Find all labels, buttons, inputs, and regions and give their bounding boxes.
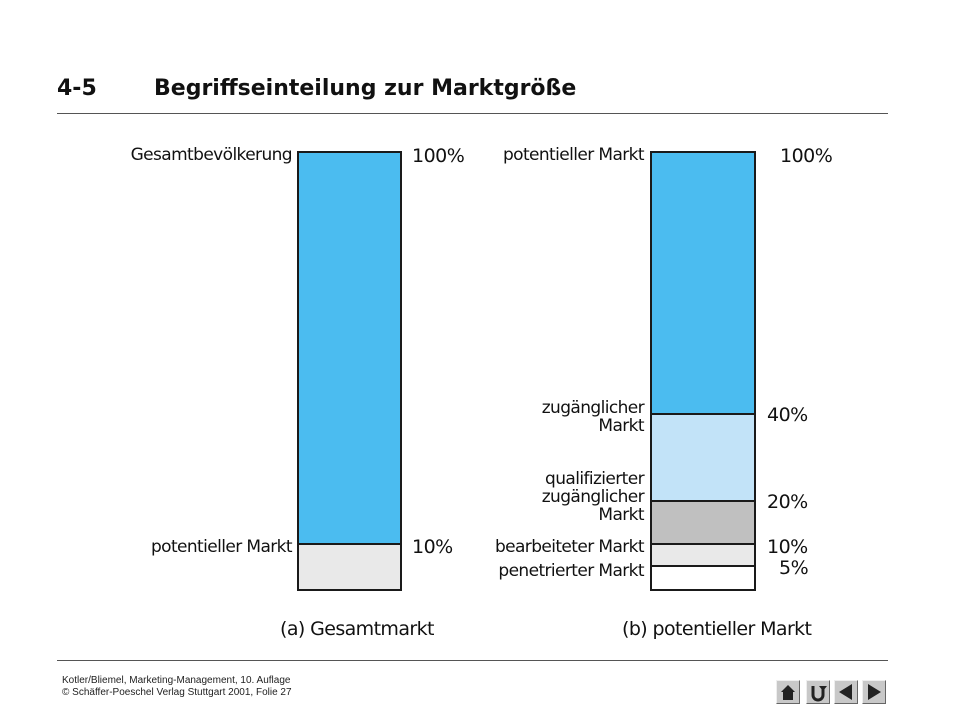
penetrated-percent: 5% [779, 557, 809, 579]
footer-line-1: Kotler/Bliemel, Marketing-Management, 10… [62, 675, 291, 686]
total-population-segment [299, 153, 400, 589]
accessible-percent: 40% [767, 404, 808, 426]
qualified-percent: 20% [767, 491, 808, 513]
next-arrow-icon [868, 684, 881, 700]
footer-citation: Kotler/Bliemel, Marketing-Management, 10… [62, 675, 292, 699]
potential-market-bar [650, 151, 756, 591]
total-market-bar [297, 151, 402, 591]
caption-b: (b) potentieller Markt [622, 618, 812, 640]
served-percent: 10% [767, 536, 808, 558]
slide-number: 4-5 [57, 76, 97, 101]
b-top-percent: 100% [780, 145, 833, 167]
potential-market-segment [299, 543, 400, 589]
return-icon [811, 686, 827, 702]
footer-rule [57, 660, 888, 661]
home-icon [781, 685, 795, 700]
a-potential-market-label: potentieller Markt [150, 537, 293, 557]
penetrated-market-segment [652, 565, 754, 589]
caption-a: (a) Gesamtmarkt [280, 618, 434, 640]
previous-button[interactable] [834, 680, 858, 704]
served-market-label: bearbeiteter Markt [494, 537, 645, 557]
title-rule [57, 113, 888, 114]
previous-arrow-icon [839, 684, 852, 700]
a-top-percent: 100% [412, 145, 465, 167]
next-button[interactable] [862, 680, 886, 704]
home-button[interactable] [776, 680, 800, 704]
b-potential-market-label: potentieller Markt [502, 145, 645, 165]
slide-title: Begriffseinteilung zur Marktgröße [154, 76, 577, 101]
footer-line-2: © Schäffer-Poeschel Verlag Stuttgart 200… [62, 687, 292, 698]
a-potential-percent: 10% [412, 536, 453, 558]
penetrated-market-label: penetrierter Markt [498, 561, 644, 581]
accessible-market-label: zugänglicher Markt [541, 398, 645, 436]
return-button[interactable] [806, 680, 830, 704]
qualified-accessible-market-label: qualifizierter zugänglicher Markt [541, 469, 645, 525]
total-population-label: Gesamtbevölkerung [130, 145, 293, 165]
